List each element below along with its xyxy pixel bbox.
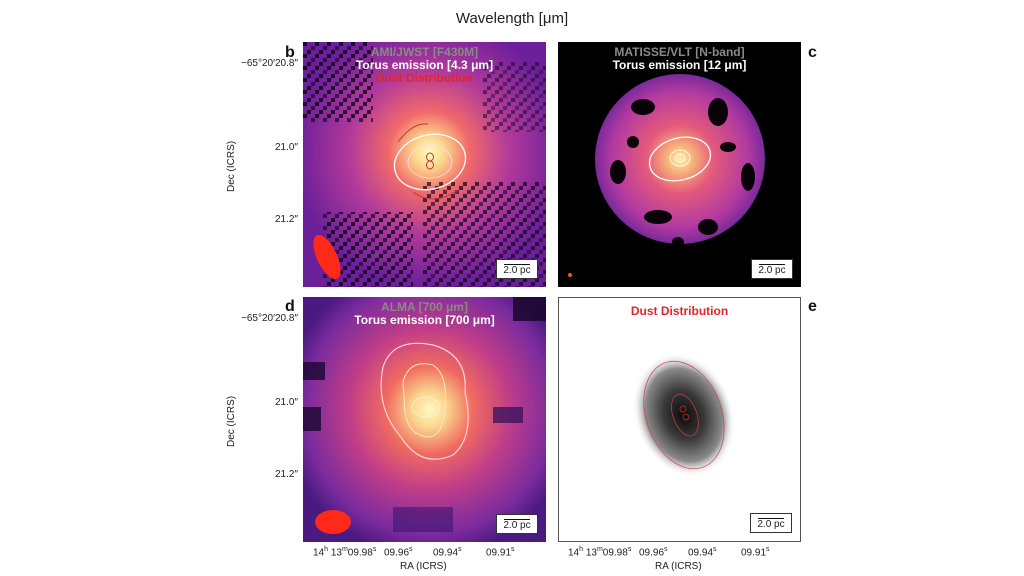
ytick-top: −65°20′20.8″ xyxy=(241,313,298,324)
xtick: 09.94s xyxy=(433,546,462,559)
ylabel-top: Dec (ICRS) xyxy=(226,140,237,192)
xlabel: RA (ICRS) xyxy=(655,561,702,572)
torus-label: Torus emission [12 μm] xyxy=(612,58,747,72)
panel-e-dust: Dust Distribution 2.0 pc xyxy=(558,297,801,542)
xtick-left: 14h 13m09.98s xyxy=(568,546,632,559)
panel-c-matisse: MATISSE/VLT [N-band] Torus emission [12 … xyxy=(558,42,801,287)
xtick: 09.96s xyxy=(639,546,668,559)
dust-title: Dust Distribution xyxy=(630,304,729,318)
matisse-image xyxy=(558,42,801,287)
panel-d-alma: ALMA [700 μm] Torus emission [700 μm] 2.… xyxy=(303,297,546,542)
xtick: 09.96s xyxy=(384,546,413,559)
instrument-label: ALMA [700 μm] xyxy=(381,300,468,314)
beam-dot xyxy=(568,273,572,277)
beam-ellipse xyxy=(315,510,351,534)
instrument-label: AMI/JWST [F430M] xyxy=(370,45,479,59)
beam-ellipse xyxy=(313,234,341,280)
ytick-bottom: 21.2″ xyxy=(274,469,298,480)
ytick-mid: 21.0″ xyxy=(274,397,298,408)
dust-model-image xyxy=(559,298,800,541)
panel-letter-d: d xyxy=(285,298,295,315)
ytick-mid: 21.0″ xyxy=(274,142,298,153)
xtick-left: 14h 13m09.98s xyxy=(313,546,377,559)
panel-letter-c: c xyxy=(808,44,817,61)
scale-bar: 2.0 pc xyxy=(496,259,538,279)
dust-overlay-label: Dust Distribution xyxy=(375,71,474,85)
scale-bar: 2.0 pc xyxy=(751,259,793,279)
ylabel-bottom: Dec (ICRS) xyxy=(226,395,237,447)
xtick: 09.91s xyxy=(486,546,515,559)
panel-letter-e: e xyxy=(808,298,817,315)
ytick-top: −65°20′20.8″ xyxy=(241,58,298,69)
jwst-image xyxy=(303,42,546,287)
instrument-label: MATISSE/VLT [N-band] xyxy=(614,45,745,59)
alma-image xyxy=(303,297,546,542)
xtick: 09.91s xyxy=(741,546,770,559)
scale-bar: 2.0 pc xyxy=(496,514,538,534)
torus-label: Torus emission [700 μm] xyxy=(354,313,495,327)
xtick: 09.94s xyxy=(688,546,717,559)
panel-b-jwst: AMI/JWST [F430M] Torus emission [4.3 μm]… xyxy=(303,42,546,287)
torus-label: Torus emission [4.3 μm] xyxy=(355,58,494,72)
ytick-bottom: 21.2″ xyxy=(274,214,298,225)
xlabel: RA (ICRS) xyxy=(400,561,447,572)
figure-title: Wavelength [μm] xyxy=(455,10,569,27)
panel-letter-b: b xyxy=(285,44,295,61)
scale-bar: 2.0 pc xyxy=(750,513,792,533)
